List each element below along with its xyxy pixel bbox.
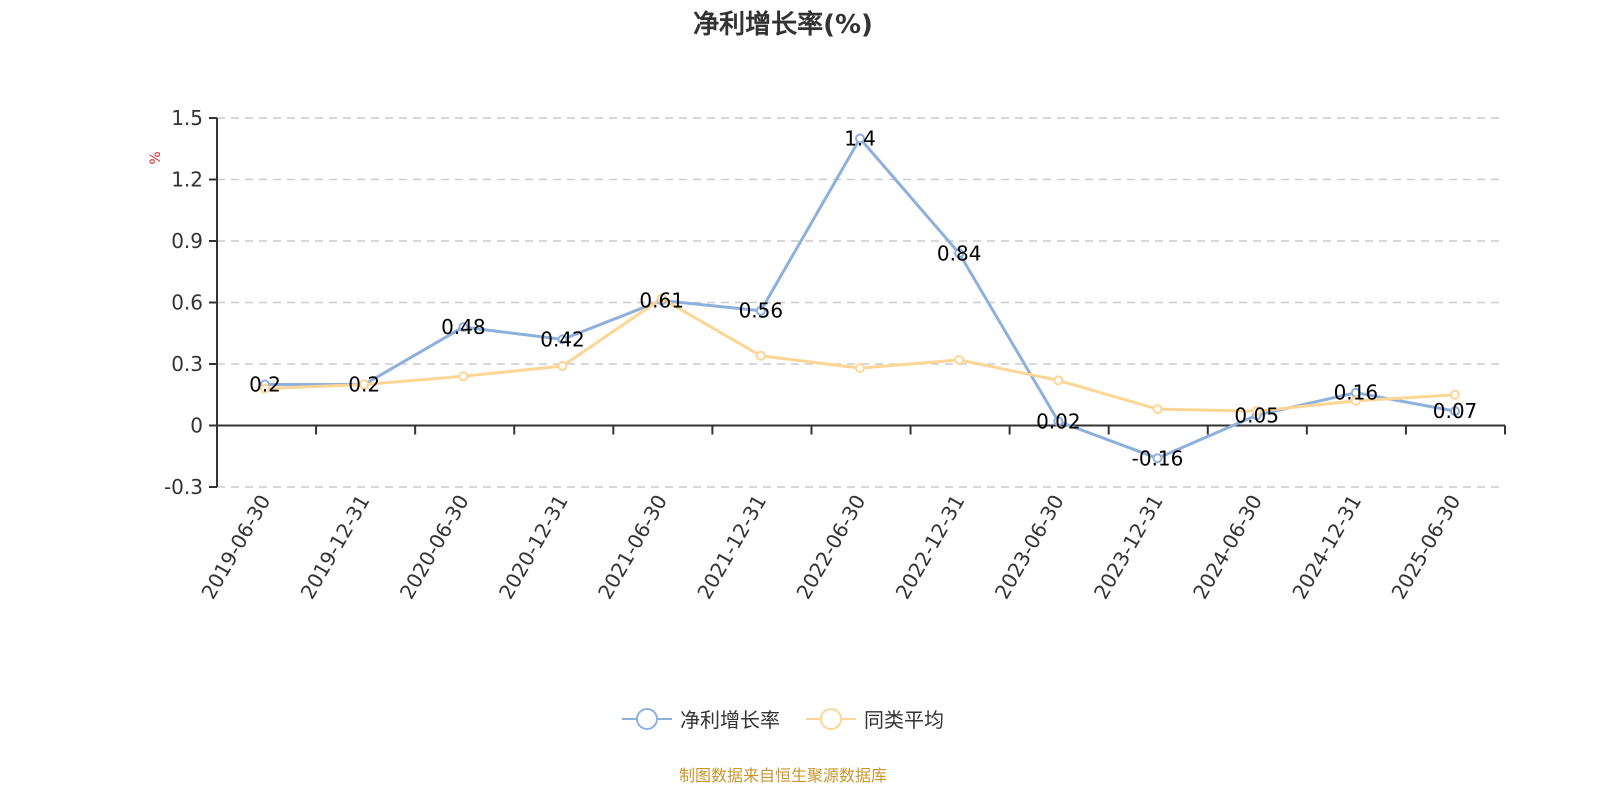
data-label: 0.05 [1234, 403, 1279, 427]
series-lines [260, 133, 1460, 464]
y-axis: -0.3 0 0.3 0.6 0.9 1.2 1.5 [164, 106, 218, 499]
data-label: 0.48 [441, 315, 486, 339]
data-label: 1.4 [844, 127, 876, 151]
data-point[interactable] [1350, 395, 1361, 406]
data-point[interactable] [755, 305, 766, 316]
x-tick-label: 2019-06-30 [196, 491, 275, 604]
x-tick-label: 2022-12-31 [891, 491, 970, 604]
y-tick-label: -0.3 [164, 475, 203, 499]
data-label: 0.16 [1334, 381, 1379, 405]
data-label: -0.16 [1132, 446, 1184, 470]
x-tick-label: 2019-12-31 [296, 491, 375, 604]
data-point[interactable] [458, 371, 469, 382]
legend-item-net-profit-growth[interactable]: 净利增长率 [622, 704, 780, 733]
legend-item-peer-average[interactable]: 同类平均 [806, 704, 944, 733]
data-labels: 0.2 0.2 0.48 0.42 0.61 0.56 1.4 0.84 0.02 -0.16 0.… [249, 127, 1477, 471]
circle-line-icon [622, 707, 672, 730]
y-tick-label: 0 [190, 414, 203, 438]
x-tick-label: 2021-12-31 [692, 491, 771, 604]
data-point[interactable] [458, 322, 469, 333]
data-label: 0.84 [937, 241, 982, 265]
y-tick-label: 1.5 [171, 106, 203, 130]
data-label: 0.61 [639, 288, 684, 312]
data-point[interactable] [1152, 404, 1163, 415]
data-point[interactable] [1251, 406, 1262, 417]
data-point[interactable] [855, 363, 865, 374]
chart-title: 净利增长率(%) [693, 10, 873, 40]
data-point[interactable] [1450, 406, 1460, 417]
y-tick-label: 0.9 [171, 229, 203, 253]
x-tick-label: 2021-06-30 [593, 491, 672, 604]
data-point[interactable] [954, 248, 965, 259]
x-tick-label: 2022-06-30 [791, 491, 870, 604]
x-tick-label: 2025-06-30 [1386, 491, 1465, 604]
x-tick-label: 2024-12-31 [1287, 491, 1366, 604]
data-point[interactable] [557, 361, 568, 372]
x-tick-label: 2023-12-31 [1089, 491, 1168, 604]
data-point[interactable] [359, 379, 370, 390]
data-point[interactable] [1053, 375, 1064, 386]
data-point[interactable] [954, 354, 965, 365]
data-point[interactable] [1152, 453, 1163, 464]
data-source-note: 制图数据来自恒生聚源数据库 [678, 766, 887, 785]
x-axis: 2019-06-30 2019-12-31 2020-06-30 2020-12-31… [196, 424, 1506, 604]
data-label: 0.2 [249, 373, 281, 397]
y-axis-unit-label: % [148, 151, 164, 164]
legend-label: 同类平均 [864, 708, 944, 732]
data-label: 0.56 [739, 299, 784, 323]
circle-line-icon [806, 707, 856, 730]
data-point[interactable] [755, 350, 766, 361]
x-tick-label: 2020-06-30 [395, 491, 474, 604]
data-point[interactable] [260, 383, 270, 394]
data-label: 0.07 [1433, 399, 1478, 423]
data-label: 0.42 [540, 327, 585, 351]
x-tick-label: 2024-06-30 [1188, 491, 1267, 604]
y-tick-label: 1.2 [171, 168, 203, 192]
grid-lines [217, 117, 1505, 488]
legend: 净利增长率 同类平均 [0, 704, 1566, 733]
data-label: 0.2 [348, 373, 380, 397]
data-point[interactable] [1053, 416, 1064, 427]
data-point[interactable] [855, 133, 865, 144]
y-tick-label: 0.3 [171, 352, 203, 376]
x-tick-label: 2020-12-31 [494, 491, 573, 604]
data-point[interactable] [1450, 389, 1460, 400]
y-tick-label: 0.6 [171, 291, 203, 315]
data-point[interactable] [557, 334, 568, 345]
data-point[interactable] [656, 293, 667, 304]
legend-label: 净利增长率 [680, 708, 780, 732]
x-tick-label: 2023-06-30 [990, 491, 1069, 604]
data-label: 0.02 [1036, 409, 1081, 433]
